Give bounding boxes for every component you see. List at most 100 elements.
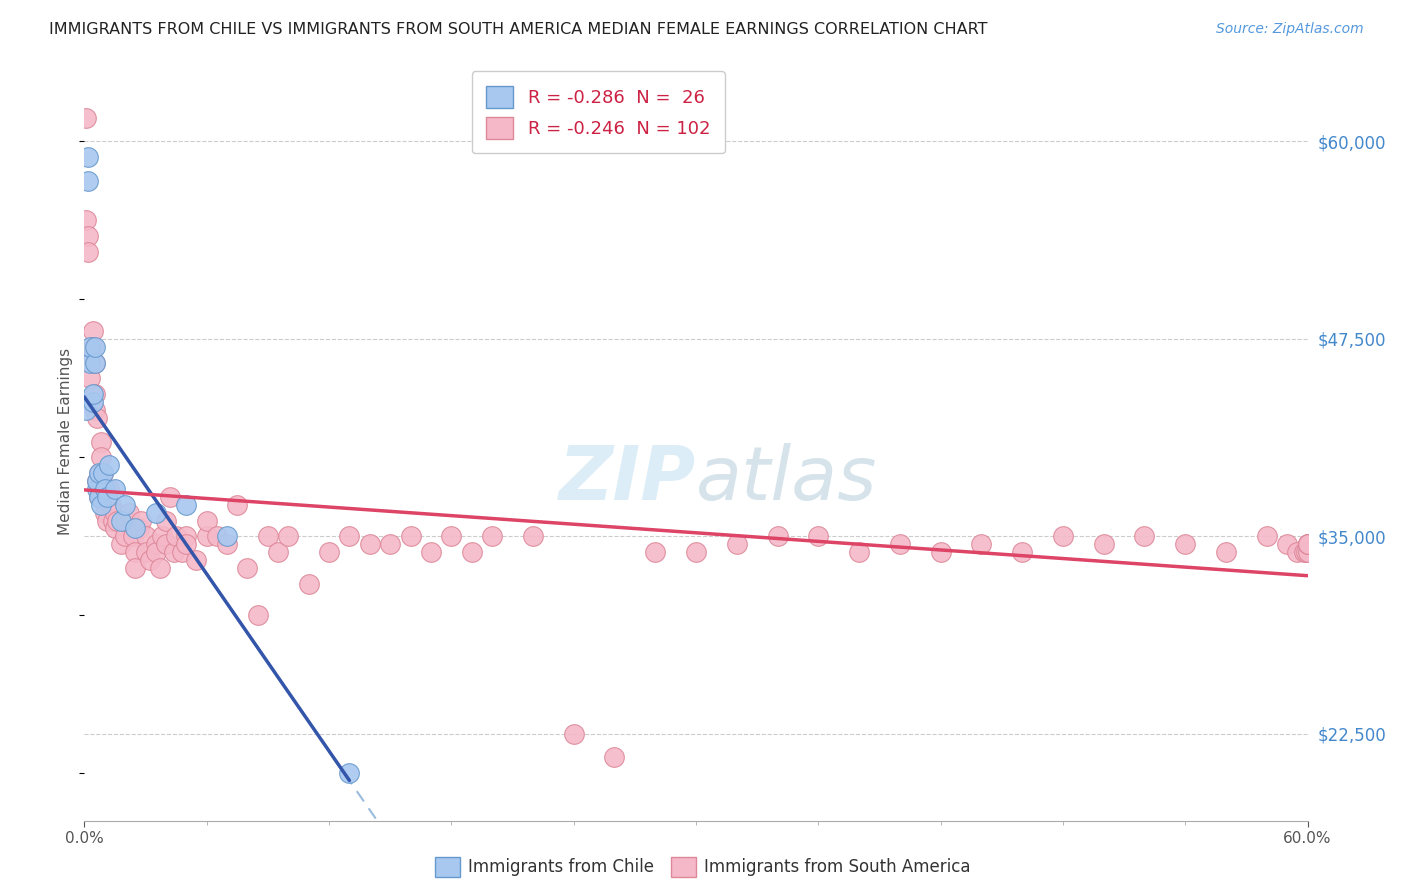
Point bbox=[91, 482, 114, 496]
Point bbox=[114, 529, 136, 543]
Point bbox=[96, 514, 118, 528]
Point bbox=[101, 514, 124, 528]
Point bbox=[82, 340, 104, 354]
Text: atlas: atlas bbox=[696, 443, 877, 516]
Point bbox=[79, 371, 101, 385]
Point bbox=[562, 727, 585, 741]
Point bbox=[155, 537, 177, 551]
Point bbox=[93, 506, 115, 520]
Point bbox=[1292, 545, 1315, 559]
Point bbox=[90, 434, 112, 449]
Point bbox=[1286, 545, 1309, 559]
Point bbox=[135, 529, 157, 543]
Point bbox=[195, 514, 218, 528]
Point bbox=[97, 458, 120, 473]
Point bbox=[226, 498, 249, 512]
Point bbox=[122, 529, 145, 543]
Point bbox=[104, 506, 127, 520]
Point bbox=[174, 498, 197, 512]
Point bbox=[86, 474, 108, 488]
Point bbox=[685, 545, 707, 559]
Point bbox=[807, 529, 830, 543]
Point bbox=[87, 490, 110, 504]
Point bbox=[440, 529, 463, 543]
Point bbox=[77, 229, 100, 244]
Text: Source: ZipAtlas.com: Source: ZipAtlas.com bbox=[1216, 22, 1364, 37]
Point bbox=[1011, 545, 1033, 559]
Point bbox=[1092, 537, 1115, 551]
Point bbox=[114, 498, 136, 512]
Point bbox=[104, 521, 127, 535]
Point bbox=[1174, 537, 1197, 551]
Point bbox=[93, 498, 115, 512]
Point bbox=[124, 545, 146, 559]
Point bbox=[77, 150, 100, 164]
Point bbox=[603, 750, 626, 764]
Point bbox=[82, 395, 104, 409]
Point bbox=[105, 514, 128, 528]
Point bbox=[135, 545, 157, 559]
Point bbox=[1296, 537, 1319, 551]
Point bbox=[83, 340, 105, 354]
Point bbox=[205, 529, 228, 543]
Point bbox=[75, 403, 97, 417]
Point bbox=[87, 490, 110, 504]
Point bbox=[149, 561, 172, 575]
Point bbox=[359, 537, 381, 551]
Point bbox=[165, 529, 187, 543]
Point bbox=[174, 537, 197, 551]
Point bbox=[91, 466, 114, 480]
Point bbox=[236, 561, 259, 575]
Point bbox=[114, 514, 136, 528]
Point bbox=[186, 553, 208, 567]
Point bbox=[145, 506, 167, 520]
Point bbox=[318, 545, 340, 559]
Text: IMMIGRANTS FROM CHILE VS IMMIGRANTS FROM SOUTH AMERICA MEDIAN FEMALE EARNINGS CO: IMMIGRANTS FROM CHILE VS IMMIGRANTS FROM… bbox=[49, 22, 987, 37]
Point bbox=[1052, 529, 1074, 543]
Point bbox=[131, 514, 153, 528]
Point bbox=[145, 545, 167, 559]
Point bbox=[79, 340, 101, 354]
Point bbox=[96, 490, 118, 504]
Point bbox=[86, 474, 108, 488]
Point bbox=[91, 466, 114, 480]
Point bbox=[79, 348, 101, 362]
Point bbox=[83, 403, 105, 417]
Point bbox=[481, 529, 503, 543]
Point bbox=[172, 545, 194, 559]
Point bbox=[267, 545, 290, 559]
Point bbox=[339, 529, 361, 543]
Point bbox=[75, 213, 97, 227]
Point bbox=[124, 521, 146, 535]
Point bbox=[86, 410, 108, 425]
Point bbox=[93, 482, 115, 496]
Point bbox=[97, 482, 120, 496]
Y-axis label: Median Female Earnings: Median Female Earnings bbox=[58, 348, 73, 535]
Point bbox=[128, 521, 150, 535]
Point bbox=[100, 498, 122, 512]
Point bbox=[1256, 529, 1278, 543]
Point bbox=[970, 537, 993, 551]
Point bbox=[77, 174, 100, 188]
Point bbox=[766, 529, 789, 543]
Point bbox=[399, 529, 422, 543]
Point bbox=[380, 537, 402, 551]
Point bbox=[86, 482, 108, 496]
Point bbox=[848, 545, 870, 559]
Point bbox=[889, 537, 911, 551]
Point bbox=[82, 324, 104, 338]
Point bbox=[87, 466, 110, 480]
Point bbox=[461, 545, 484, 559]
Point bbox=[83, 355, 105, 369]
Point bbox=[150, 529, 173, 543]
Point bbox=[246, 608, 269, 623]
Point bbox=[138, 553, 160, 567]
Point bbox=[217, 537, 239, 551]
Point bbox=[522, 529, 544, 543]
Point bbox=[155, 514, 177, 528]
Point bbox=[83, 387, 105, 401]
Point bbox=[90, 498, 112, 512]
Point bbox=[145, 537, 167, 551]
Point bbox=[195, 529, 218, 543]
Point bbox=[1215, 545, 1237, 559]
